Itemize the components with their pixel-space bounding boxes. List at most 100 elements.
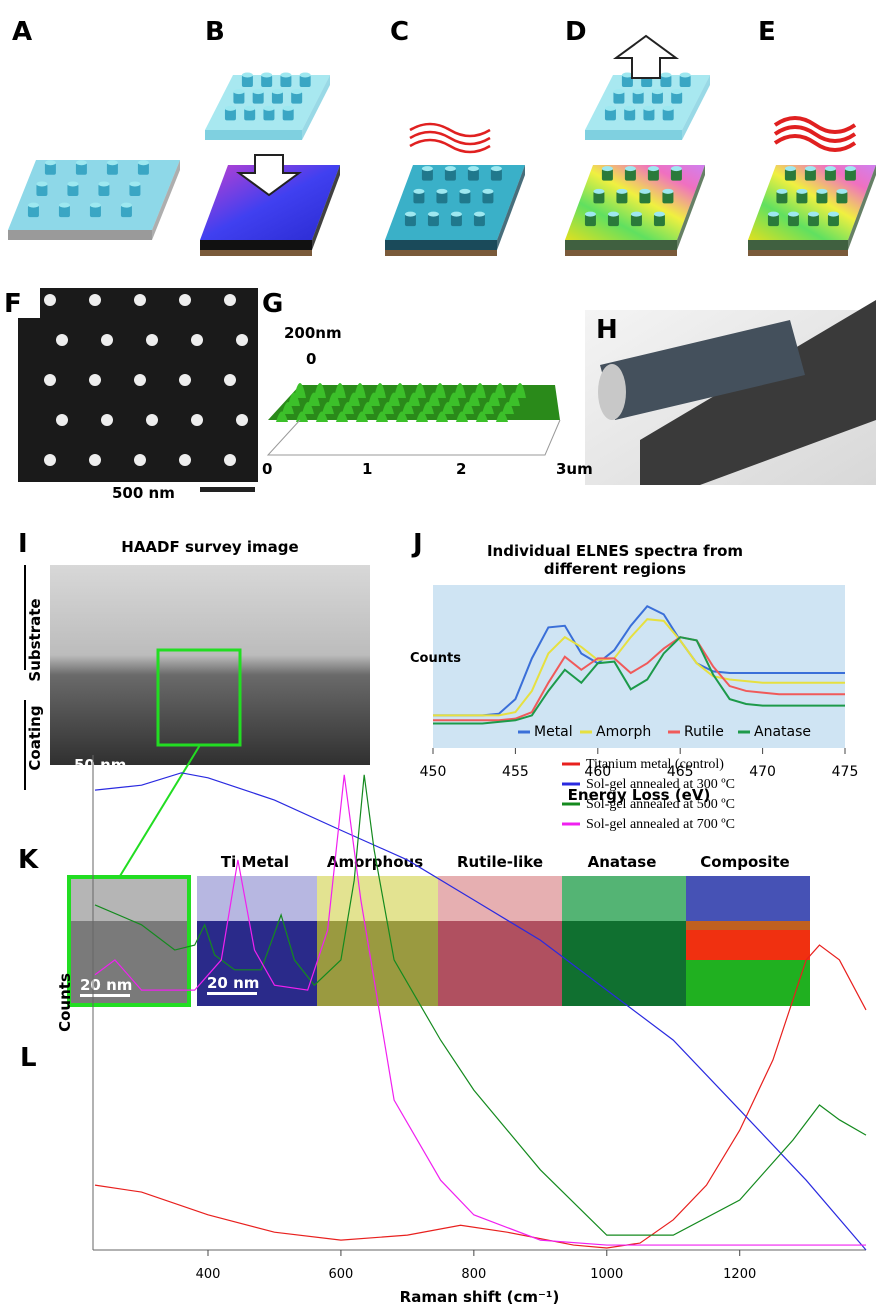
pillar	[404, 214, 416, 227]
pillar	[836, 191, 848, 204]
pillar	[58, 205, 70, 218]
series-line	[433, 618, 845, 717]
pillar	[482, 191, 494, 204]
pillar-top	[624, 166, 636, 172]
afm-peak	[414, 383, 426, 398]
pillar	[299, 75, 311, 87]
pillar	[824, 168, 836, 181]
pillar-top	[616, 188, 628, 194]
heat-wave	[409, 138, 491, 154]
pillar	[129, 183, 141, 196]
x-axis-label: Energy Loss (eV)	[568, 786, 711, 804]
map-band	[317, 876, 438, 921]
pillar	[106, 162, 118, 175]
pillar-top	[241, 72, 253, 78]
afm-peak	[354, 383, 366, 398]
slab-top	[8, 160, 180, 230]
afm-peak	[316, 411, 328, 422]
roi-frame	[67, 875, 191, 1007]
particle	[146, 334, 158, 346]
particle	[146, 414, 158, 426]
pillar	[660, 75, 672, 87]
particle	[191, 334, 203, 346]
pillar-top	[427, 211, 439, 217]
pillar	[473, 214, 485, 227]
charts: 450 455 460 465 470 475 Metal Amorph Rutile Anata…	[56, 542, 867, 1306]
pillar-top	[601, 166, 613, 172]
map-band	[197, 876, 317, 921]
pillar-top	[490, 166, 502, 172]
pillar	[450, 214, 462, 227]
afm-peak	[494, 383, 506, 398]
map-title: Amorphous	[327, 853, 423, 871]
map-title: Anatase	[588, 853, 657, 871]
heat-wave	[409, 122, 491, 138]
pillar-top	[804, 166, 816, 172]
heat-wave	[409, 130, 491, 146]
pillar-top	[584, 211, 596, 217]
afm-peak	[302, 402, 314, 414]
pillar	[816, 191, 828, 204]
region-label: Coating	[26, 705, 44, 770]
particle	[224, 454, 236, 466]
afm-axis	[266, 419, 561, 456]
particle	[89, 374, 101, 386]
cylinder	[600, 320, 805, 420]
x-tick-label: 800	[461, 1267, 486, 1282]
slab-base	[565, 250, 677, 256]
particle	[236, 334, 248, 346]
illustrations	[0, 34, 876, 1007]
x-label: 0	[262, 460, 272, 478]
panel-letter: J	[411, 529, 423, 559]
pillar-top	[816, 188, 828, 194]
pillar-top	[137, 160, 149, 166]
series-line	[94, 944, 867, 1249]
x-tick-label: 400	[196, 1267, 221, 1282]
afm-peak	[482, 402, 494, 414]
panel-letter: L	[20, 1043, 37, 1073]
pillar	[224, 108, 236, 121]
pillar-top	[89, 202, 101, 208]
afm-peak	[422, 402, 434, 414]
map-band	[438, 876, 562, 921]
afm-peak	[328, 392, 340, 406]
particle	[101, 334, 113, 346]
series-line	[433, 636, 845, 722]
afm-peak	[462, 402, 474, 414]
pillar	[679, 75, 691, 87]
pillar-top	[787, 211, 799, 217]
particle	[224, 294, 236, 306]
pillar-top	[767, 211, 779, 217]
pillar	[796, 191, 808, 204]
pillar	[244, 108, 256, 121]
legend-label: Titanium metal (control)	[586, 757, 724, 772]
afm-peak	[442, 402, 454, 414]
slab-side	[848, 165, 876, 250]
afm-peak	[502, 402, 514, 414]
pillar-top	[482, 188, 494, 194]
scale-label: 20 nm	[80, 976, 132, 994]
x-tick-label: 600	[329, 1267, 354, 1282]
pillar-top	[75, 160, 87, 166]
scale-label: 500 nm	[112, 484, 175, 502]
slab-side	[152, 160, 180, 240]
pillar-top	[413, 188, 425, 194]
pillar-top	[467, 166, 479, 172]
afm-peak	[476, 411, 488, 422]
legend-label: Amorph	[596, 724, 651, 740]
z-label: 0	[306, 350, 316, 368]
series-line	[94, 774, 867, 1236]
pillar-top	[252, 89, 264, 95]
pillar	[671, 91, 683, 104]
particle	[44, 294, 56, 306]
pillar	[767, 214, 779, 227]
afm-peak	[448, 392, 460, 406]
pillar-top	[233, 89, 245, 95]
pillar-top	[444, 166, 456, 172]
pillar	[604, 108, 616, 121]
pillar	[44, 162, 56, 175]
series-line	[94, 772, 867, 1251]
particle	[44, 454, 56, 466]
slab-base	[748, 250, 848, 256]
pillar	[436, 191, 448, 204]
